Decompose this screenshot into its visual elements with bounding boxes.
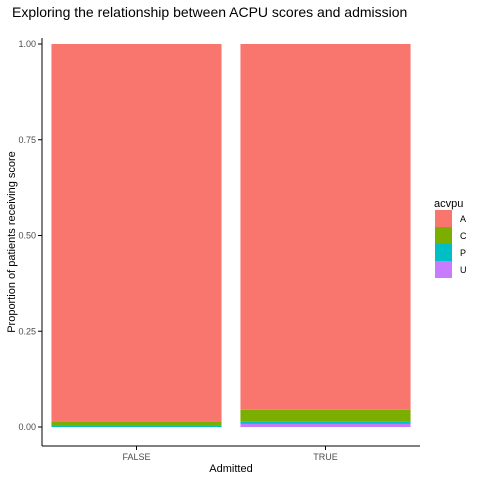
- bars-group: [51, 44, 411, 427]
- legend-label-a: A: [460, 214, 466, 224]
- legend-key-p: [435, 244, 452, 261]
- legend-key-a: [435, 210, 452, 227]
- legend-label-p: P: [460, 248, 466, 258]
- x-tick-label: TRUE: [313, 452, 338, 462]
- legend-label-u: U: [460, 265, 467, 275]
- bar-false-a: [51, 44, 222, 422]
- y-ticks: 0.00 0.25 0.50 0.75 1.00: [18, 39, 42, 432]
- y-tick-label: 0.50: [18, 231, 36, 241]
- legend-title: acvpu: [434, 198, 463, 210]
- legend: acvpu ACPU: [434, 198, 467, 278]
- bar-false-p: [51, 425, 222, 427]
- legend-label-c: C: [460, 231, 467, 241]
- y-tick-label: 1.00: [18, 39, 36, 49]
- legend-key-u: [435, 261, 452, 278]
- x-tick-label: FALSE: [122, 452, 150, 462]
- chart-title: Exploring the relationship between ACPU …: [12, 4, 407, 20]
- x-ticks: FALSE TRUE: [122, 446, 338, 462]
- x-axis-title: Admitted: [209, 463, 252, 475]
- bar-false-c: [51, 421, 222, 426]
- bar-true-c: [240, 409, 411, 422]
- bar-true-p: [240, 421, 411, 424]
- y-axis-title: Proportion of patients receiving score: [6, 151, 18, 333]
- bar-true-a: [240, 44, 411, 410]
- y-tick-label: 0.25: [18, 326, 36, 336]
- y-tick-label: 0.75: [18, 135, 36, 145]
- legend-key-c: [435, 227, 452, 244]
- bar-true-u: [240, 423, 411, 427]
- y-tick-label: 0.00: [18, 422, 36, 432]
